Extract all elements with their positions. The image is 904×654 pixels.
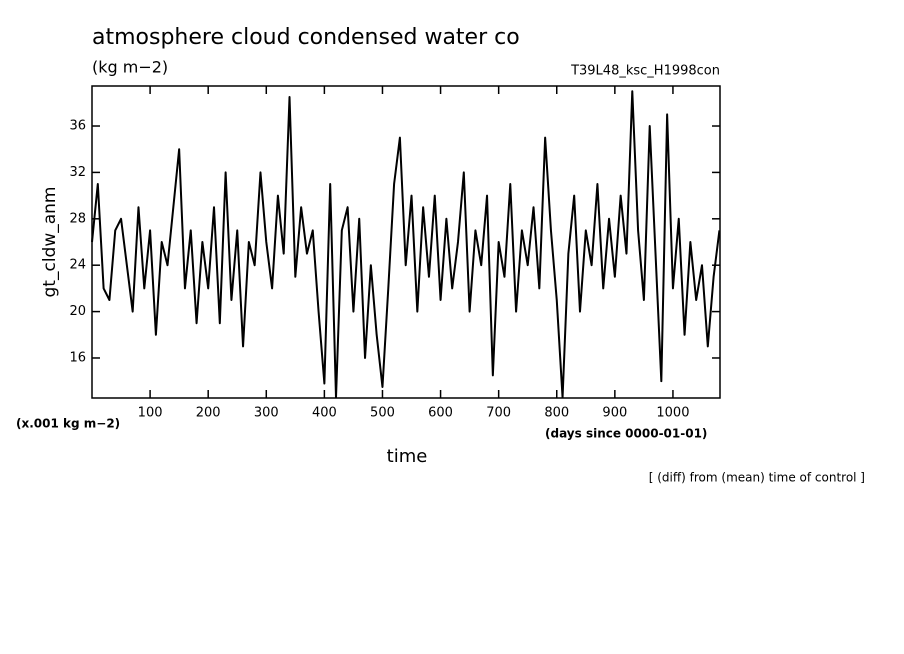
footnote: [ (diff) from (mean) time of control ] [649, 471, 865, 485]
x-tick-label: 800 [544, 406, 569, 421]
x-units: (days since 0000-01-01) [545, 427, 707, 441]
x-axis-label: time [387, 446, 428, 467]
y-scale-note: (x.001 kg m−2) [16, 417, 120, 431]
y-tick-label: 20 [69, 304, 86, 319]
x-tick-label: 100 [138, 406, 163, 421]
data-line [91, 90, 721, 399]
x-tick-label: 200 [196, 406, 221, 421]
y-tick-label: 16 [69, 350, 86, 365]
y-tick-label: 32 [69, 165, 86, 180]
x-tick-label: 1000 [656, 406, 689, 421]
units: (kg m−2) [92, 58, 168, 77]
y-tick-label: 36 [69, 119, 86, 134]
y-axis-label: gt_cldw_anm [40, 187, 60, 298]
x-tick-label: 700 [486, 406, 511, 421]
run-name: T39L48_ksc_H1998con [570, 64, 720, 79]
y-tick-label: 28 [69, 211, 86, 226]
x-tick-label: 900 [602, 406, 627, 421]
x-tick-label: 500 [370, 406, 395, 421]
x-tick-label: 300 [254, 406, 279, 421]
x-tick-label: 400 [312, 406, 337, 421]
x-tick-label: 600 [428, 406, 453, 421]
chart-title: atmosphere cloud condensed water co [92, 25, 520, 50]
y-tick-label: 24 [69, 258, 86, 273]
